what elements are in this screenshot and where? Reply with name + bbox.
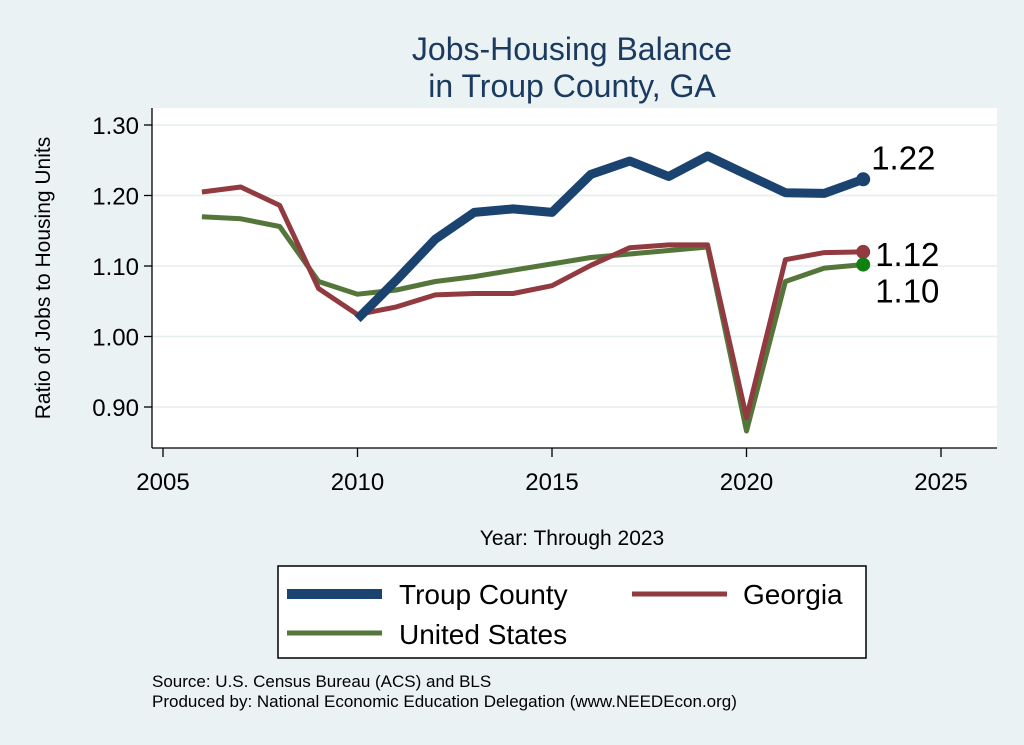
- x-tick-label: 2010: [331, 469, 384, 496]
- chart-title-line-2: in Troup County, GA: [428, 68, 716, 104]
- source-note: Source: U.S. Census Bureau (ACS) and BLS…: [152, 672, 737, 712]
- y-tick-label: 1.00: [92, 325, 139, 352]
- series-line-georgia: [201, 184, 864, 421]
- y-axis-label: Ratio of Jobs to Housing Units: [32, 137, 55, 419]
- end-marker-troup-county: [856, 172, 871, 187]
- legend-label-troup-county: Troup County: [399, 579, 568, 610]
- y-tick-label: 1.30: [92, 113, 139, 140]
- chart-title-line-1: Jobs-Housing Balance: [412, 31, 732, 67]
- plot-area: [152, 108, 997, 448]
- end-label-united-states: 1.10: [875, 273, 939, 310]
- series-line-troup-county: [354, 151, 865, 323]
- y-tick-label: 0.90: [92, 395, 139, 422]
- y-tick-label: 1.10: [92, 254, 139, 281]
- end-labels: 1.22 1.121.10: [856, 139, 939, 310]
- x-tick-label: 2005: [136, 469, 189, 496]
- x-tick-label: 2025: [914, 469, 967, 496]
- series-lines: [201, 151, 865, 434]
- end-marker-united-states: [856, 257, 871, 272]
- legend-label-georgia: Georgia: [743, 579, 843, 610]
- legend-box: [277, 565, 867, 659]
- legend: Troup County Georgia United States: [277, 565, 867, 659]
- y-tick-label: 1.20: [92, 184, 139, 211]
- end-label-troup-county: 1.22: [871, 139, 935, 176]
- legend-label-united-states: United States: [399, 619, 567, 650]
- end-marker-georgia: [856, 244, 871, 259]
- source-line: Source: U.S. Census Bureau (ACS) and BLS: [152, 672, 492, 691]
- end-label-georgia: 1.12: [875, 236, 939, 273]
- x-tick-label: 2020: [720, 469, 773, 496]
- axes: 0.90 1.00 1.10 1.20 1.30 2005 2010 2015 2020 2025: [92, 108, 997, 496]
- x-axis-label: Year: Through 2023: [480, 527, 665, 550]
- x-tick-label: 2015: [525, 469, 578, 496]
- producer-line: Produced by: National Economic Education…: [152, 692, 737, 711]
